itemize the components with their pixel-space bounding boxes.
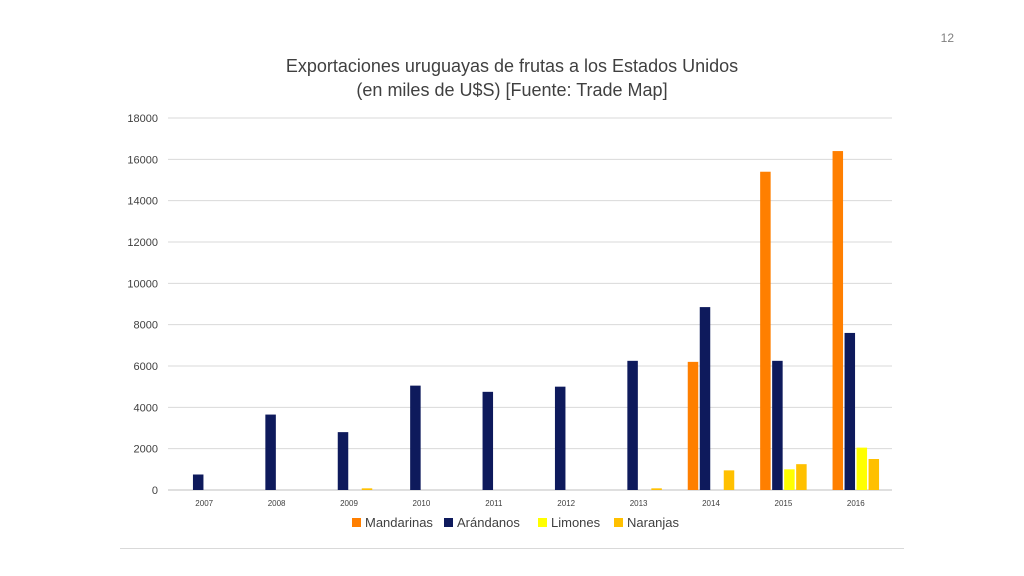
bar-naranjas-2013 xyxy=(651,488,662,490)
y-tick-label: 8000 xyxy=(134,320,158,332)
y-tick-label: 6000 xyxy=(134,361,158,373)
x-tick-label: 2015 xyxy=(775,499,793,508)
bar-mandarinas-2016 xyxy=(832,151,844,491)
y-tick-label: 14000 xyxy=(127,196,158,208)
legend-label: Limones xyxy=(551,515,601,530)
bar-naranjas-2015 xyxy=(796,464,807,490)
chart-title: Exportaciones uruguayas de frutas a los … xyxy=(285,56,739,76)
y-tick-label: 10000 xyxy=(127,278,158,290)
bar-limones-2015 xyxy=(784,469,795,490)
bar-arandanos-2016 xyxy=(844,332,856,490)
legend-label: Naranjas xyxy=(627,515,680,530)
bar-mandarinas-2015 xyxy=(760,171,771,490)
bar-arandanos-2013 xyxy=(627,360,638,490)
x-tick-label: 2007 xyxy=(195,499,213,508)
legend-swatch xyxy=(614,518,623,527)
x-tick-label: 2011 xyxy=(485,499,503,508)
bar-naranjas-2014 xyxy=(723,470,735,490)
page-number: 12 xyxy=(940,31,954,45)
x-tick-label: 2009 xyxy=(340,499,358,508)
x-tick-label: 2016 xyxy=(847,499,865,508)
bar-naranjas-2009 xyxy=(361,488,373,490)
y-tick-label: 4000 xyxy=(134,402,158,414)
y-tick-label: 0 xyxy=(152,485,158,497)
x-tick-label: 2008 xyxy=(268,499,286,508)
chart-title-block: Exportaciones uruguayas de frutas a los … xyxy=(0,54,1024,102)
x-tick-label: 2013 xyxy=(630,499,648,508)
y-tick-label: 2000 xyxy=(134,444,158,456)
y-tick-label: 16000 xyxy=(127,154,158,166)
x-tick-label: 2010 xyxy=(413,499,431,508)
legend-swatch xyxy=(444,518,453,527)
bar-arandanos-2012 xyxy=(554,386,566,490)
legend-swatch xyxy=(352,518,361,527)
legend-label: Arándanos xyxy=(457,515,520,530)
bar-arandanos-2011 xyxy=(482,391,494,490)
bar-mandarinas-2014 xyxy=(687,361,699,490)
y-tick-label: 12000 xyxy=(127,237,158,249)
bar-naranjas-2016 xyxy=(868,459,880,490)
bar-limones-2016 xyxy=(856,447,868,490)
bar-arandanos-2010 xyxy=(410,385,421,490)
x-tick-label: 2012 xyxy=(557,499,575,508)
legend-swatch xyxy=(538,518,547,527)
x-tick-label: 2014 xyxy=(702,499,720,508)
footer-divider xyxy=(120,548,904,549)
chart-subtitle: (en miles de U$S) [Fuente: Trade Map] xyxy=(356,80,668,100)
legend-label: Mandarinas xyxy=(365,515,433,530)
bar-arandanos-2014 xyxy=(699,307,711,490)
y-tick-label: 18000 xyxy=(127,113,158,125)
bar-arandanos-2008 xyxy=(265,414,276,490)
bar-arandanos-2009 xyxy=(337,432,349,490)
bar-arandanos-2015 xyxy=(772,360,783,490)
bar-arandanos-2007 xyxy=(192,474,204,490)
